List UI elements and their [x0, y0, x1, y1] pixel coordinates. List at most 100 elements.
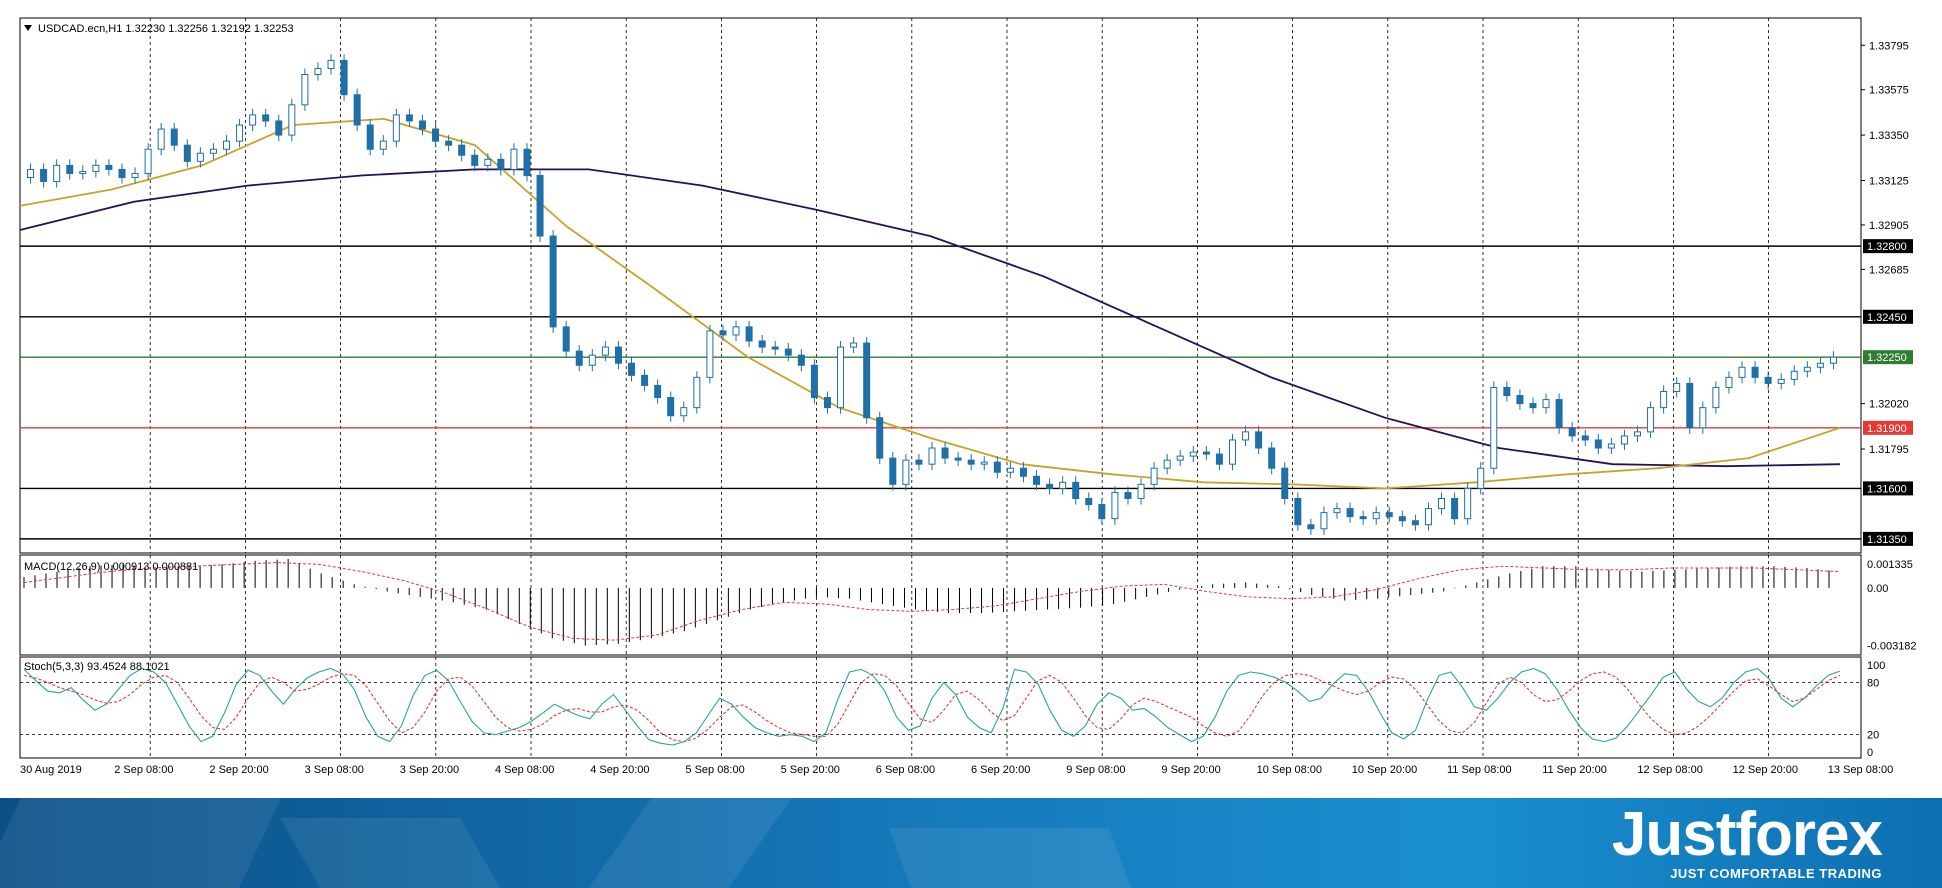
stoch-panel[interactable]: [19, 656, 1862, 759]
candle-body: [262, 114, 270, 122]
candle-body: [1633, 431, 1641, 437]
level-label-box: [1863, 309, 1913, 324]
candle-body: [536, 174, 544, 237]
vertical-grid: [149, 18, 1769, 758]
candle-body: [523, 148, 531, 176]
candle-body: [771, 346, 779, 350]
stoch-tick-label: 100: [1867, 660, 1885, 672]
candle-body: [1346, 508, 1354, 518]
candle-body: [353, 94, 361, 126]
candle-body: [745, 326, 753, 342]
level-label: 1.31900: [1867, 423, 1907, 435]
candle-body: [223, 140, 231, 150]
x-tick-label: 5 Sep 20:00: [781, 764, 840, 776]
candlestick-series: [27, 54, 1837, 535]
x-tick-label: 3 Sep 08:00: [305, 764, 364, 776]
stoch-tick-label: 0: [1867, 747, 1873, 759]
brand-logo[interactable]: Justforex: [1611, 800, 1883, 869]
x-tick-label: 13 Sep 08:00: [1828, 764, 1893, 776]
candle-body: [1503, 386, 1511, 397]
trading-chart: 1.32800 1.32450 1.32250 1.31900 1.31600 1.313…: [19, 17, 1917, 776]
candle-body: [1385, 512, 1393, 518]
macd-indicator: 0.001335 0.00 -0.003182: [23, 559, 1917, 652]
candle-body: [993, 461, 1001, 473]
candle-body: [1594, 439, 1602, 449]
candle-body: [967, 459, 975, 465]
x-tick-label: 11 Sep 20:00: [1542, 764, 1607, 776]
candle-body: [784, 348, 792, 356]
level-label-box: [1863, 350, 1913, 365]
dropdown-triangle-icon[interactable]: [24, 25, 32, 31]
candle-body: [288, 104, 296, 136]
candle-body: [1464, 487, 1472, 520]
level-label: 1.31600: [1867, 483, 1907, 495]
candle-body: [170, 128, 178, 146]
candle-body: [1215, 453, 1223, 465]
candle-body: [105, 164, 113, 170]
candle-body: [1490, 386, 1498, 469]
time-axis: 30 Aug 2019 2 Sep 08:00 2 Sep 20:00 3 Sep 0…: [20, 764, 1893, 776]
branding-footer: Justforex JUST COMFORTABLE TRADING: [0, 798, 1942, 888]
level-label: 1.32250: [1867, 352, 1907, 364]
decor-shard: [0, 798, 281, 888]
level-label-box: [1863, 239, 1913, 254]
candle-body: [1033, 475, 1041, 485]
candle-body: [810, 364, 818, 399]
candle-body: [1242, 431, 1250, 441]
candle-body: [1281, 467, 1289, 499]
candle-body: [418, 120, 426, 130]
price-tick-label: 1.32905: [1869, 220, 1909, 232]
candle-body: [1451, 497, 1459, 520]
candle-body: [484, 158, 492, 166]
main-price-panel[interactable]: [19, 17, 1862, 554]
candle-body: [1294, 497, 1302, 526]
candle-body: [1006, 467, 1014, 473]
candle-body: [1686, 382, 1694, 429]
price-tick-label: 1.33795: [1869, 40, 1909, 52]
candle-body: [1268, 447, 1276, 469]
candle-body: [1725, 376, 1733, 388]
candle-body: [719, 330, 727, 336]
candle-body: [1738, 366, 1746, 378]
candle-body: [1568, 427, 1576, 437]
candle-body: [471, 154, 479, 166]
level-label-box: [1863, 531, 1913, 546]
macd-tick-label: 0.001335: [1867, 559, 1913, 571]
candle-body: [40, 168, 48, 183]
candle-body: [340, 59, 348, 96]
x-tick-label: 9 Sep 08:00: [1066, 764, 1125, 776]
candle-body: [1790, 370, 1798, 380]
candle-body: [131, 172, 139, 178]
candle-body: [797, 354, 805, 366]
candle-body: [1163, 459, 1171, 469]
candle-body: [1660, 390, 1668, 409]
candle-body: [301, 74, 309, 106]
candle-body: [249, 114, 257, 126]
candle-body: [1816, 362, 1824, 368]
x-tick-label: 11 Sep 08:00: [1447, 764, 1512, 776]
candle-body: [1046, 483, 1054, 489]
x-tick-label: 2 Sep 08:00: [114, 764, 173, 776]
candle-body: [1307, 524, 1315, 530]
candle-body: [1438, 497, 1446, 510]
candle-body: [79, 170, 87, 174]
price-tick-label: 1.33575: [1869, 85, 1909, 97]
ma-fast-line: [19, 117, 1841, 490]
candle-body: [1085, 497, 1093, 506]
macd-signal-line: [23, 562, 1841, 641]
candle-body: [458, 144, 466, 156]
candle-body: [693, 376, 701, 409]
macd-panel[interactable]: [19, 554, 1862, 656]
candle-body: [1829, 356, 1837, 364]
candle-body: [1372, 512, 1380, 520]
x-tick-label: 5 Sep 08:00: [685, 764, 744, 776]
x-tick-label: 4 Sep 08:00: [495, 764, 554, 776]
x-tick-label: 30 Aug 2019: [20, 764, 82, 776]
candle-body: [497, 158, 505, 170]
candle-body: [667, 397, 675, 417]
price-axis: 1.33795 1.33575 1.33350 1.33125 1.32905 1.326…: [1861, 40, 1909, 456]
candle-body: [1699, 407, 1707, 429]
candle-body: [1411, 520, 1419, 526]
candle-body: [1803, 366, 1811, 372]
candle-body: [1555, 399, 1563, 429]
